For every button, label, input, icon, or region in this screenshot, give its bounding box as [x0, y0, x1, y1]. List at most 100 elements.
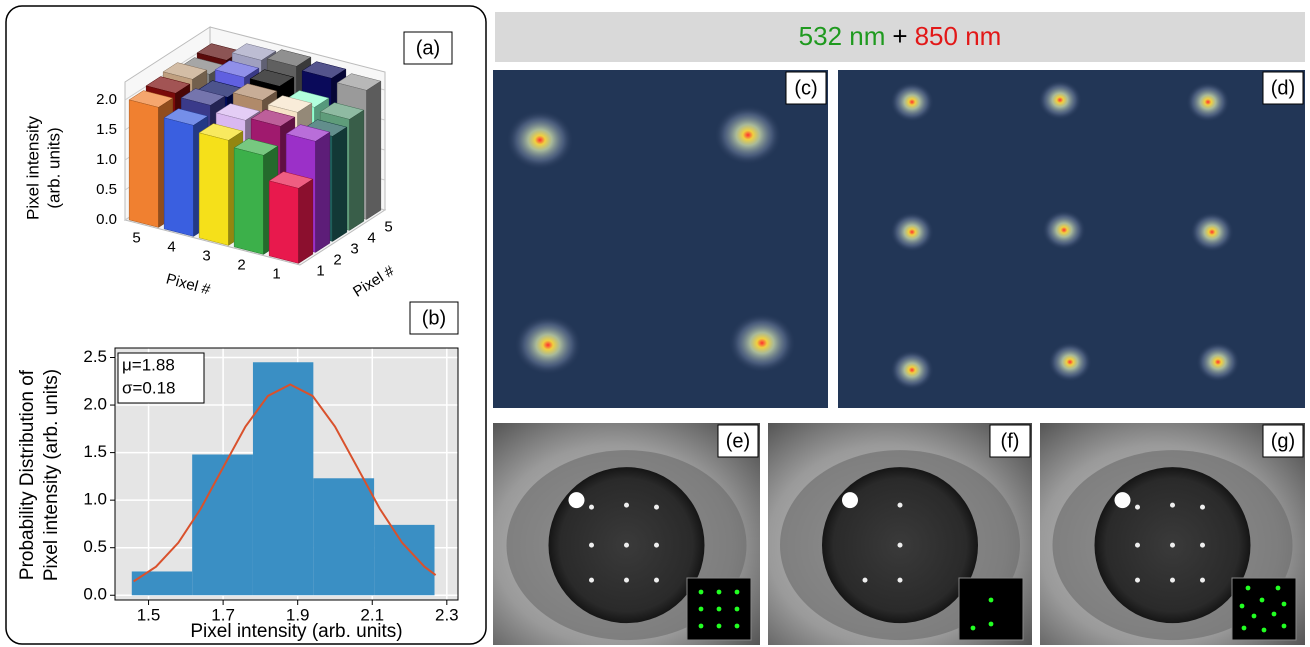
- retina-dot: [1170, 543, 1175, 548]
- bar-front: [129, 100, 158, 228]
- pattern-dot: [1242, 626, 1247, 631]
- y-tick-label: 2: [333, 251, 341, 268]
- retina-dot: [589, 543, 594, 548]
- y-axis-title: Probability Distribution of: [17, 369, 38, 580]
- y-tick-label: 5: [384, 218, 392, 235]
- annotation: σ=0.18: [122, 378, 176, 397]
- x-tick-label: 2.3: [435, 605, 459, 624]
- retina-dot: [624, 543, 629, 548]
- panel-label: (c): [794, 77, 817, 99]
- pattern-dot: [735, 607, 740, 612]
- x-tick-label: 5: [132, 229, 140, 246]
- retina-dot: [1135, 505, 1140, 510]
- histogram-bar: [374, 525, 434, 595]
- beam-spot: [514, 315, 582, 375]
- bar-side: [350, 110, 364, 230]
- x-tick-label: 1: [272, 265, 280, 282]
- y-axis-title: Pixel intensity (arb. units): [41, 369, 62, 581]
- glint: [1115, 492, 1131, 508]
- glint: [842, 492, 858, 508]
- panel-label: (e): [726, 430, 750, 452]
- bar-front: [164, 118, 193, 237]
- beam-spot: [890, 82, 934, 122]
- z-tick-label: 0.5: [96, 181, 117, 198]
- pattern-dot: [699, 624, 704, 629]
- retina-dot: [1170, 578, 1175, 583]
- retina-dot: [863, 578, 868, 583]
- pattern-dot: [1260, 598, 1265, 603]
- x-axis-title: Pixel intensity (arb. units): [190, 621, 402, 642]
- retina-dot: [1170, 503, 1175, 508]
- retina-dot: [654, 578, 659, 583]
- retina-dot: [589, 578, 594, 583]
- annotation: μ=1.88: [122, 355, 175, 374]
- y-tick-label: 1: [316, 262, 324, 279]
- bar-side: [316, 132, 330, 252]
- retina-dot: [1135, 578, 1140, 583]
- beam-spot: [1186, 82, 1230, 122]
- retina-dot: [624, 578, 629, 583]
- beam-spot: [506, 110, 574, 170]
- pattern-dot: [989, 622, 994, 627]
- header-part: 532 nm: [799, 21, 886, 51]
- bar-front: [269, 181, 298, 264]
- bar-side: [299, 179, 313, 263]
- retina-dot: [898, 543, 903, 548]
- y-tick-label: 0.5: [83, 537, 107, 556]
- z-tick-label: 1.0: [96, 151, 117, 168]
- beam-spot: [1190, 212, 1234, 252]
- panel-label: (a): [416, 37, 440, 59]
- header-part: +: [892, 21, 907, 51]
- pattern-dot: [1240, 604, 1245, 609]
- figure: 532 nm+850 nm (c)(d)(e)(f)(g) 0.00.51.01…: [0, 0, 1310, 647]
- y-tick-label: 3: [350, 240, 358, 257]
- retina-dot: [589, 505, 594, 510]
- pattern-dot: [735, 624, 740, 629]
- beam-spot: [1038, 80, 1082, 120]
- beam-spot: [1196, 342, 1240, 382]
- pattern-dot: [735, 590, 740, 595]
- y-tick-label: 1.5: [83, 442, 107, 461]
- pattern-dot: [717, 624, 722, 629]
- bar-side: [333, 127, 347, 241]
- pattern-dot: [699, 607, 704, 612]
- y-tick-label: 0.0: [83, 585, 107, 604]
- y-tick-label: 4: [367, 229, 375, 246]
- bar-side: [367, 81, 381, 219]
- pattern-dot: [699, 590, 704, 595]
- y-tick-label: 2.0: [83, 395, 107, 414]
- beam-spot: [1042, 210, 1086, 250]
- header-title: 532 nm+850 nm: [799, 21, 1002, 51]
- histogram-bar: [132, 571, 192, 595]
- retina-dot: [1135, 543, 1140, 548]
- histogram-bar: [192, 455, 253, 596]
- beam-spot: [890, 350, 934, 390]
- pattern-inset: [959, 578, 1023, 640]
- x-tick-label: 2: [237, 256, 245, 273]
- pattern-dot: [971, 626, 976, 631]
- histogram-bar: [313, 478, 374, 595]
- retina-dot: [1200, 578, 1205, 583]
- pattern-dot: [1282, 624, 1287, 629]
- retina-dot: [898, 578, 903, 583]
- histogram-bar: [253, 362, 313, 595]
- z-tick-label: 2.0: [96, 91, 117, 108]
- x-tick-label: 3: [202, 247, 210, 264]
- pattern-dot: [717, 607, 722, 612]
- pattern-dot: [1252, 614, 1257, 619]
- bar-front: [234, 148, 263, 255]
- retina-dot: [1200, 505, 1205, 510]
- bar-front: [199, 133, 228, 246]
- retina-dot: [898, 503, 903, 508]
- pattern-dot: [1262, 628, 1267, 633]
- retina-dot: [654, 505, 659, 510]
- beam-spot: [714, 105, 782, 165]
- y-tick-label: 2.5: [83, 347, 107, 366]
- beam-spot: [1048, 342, 1092, 382]
- retina-dot: [1200, 543, 1205, 548]
- beam-spot: [890, 212, 934, 252]
- pattern-dot: [717, 590, 722, 595]
- panel-label: (d): [1271, 77, 1295, 99]
- panel-label: (g): [1271, 430, 1295, 452]
- pattern-dot: [989, 598, 994, 603]
